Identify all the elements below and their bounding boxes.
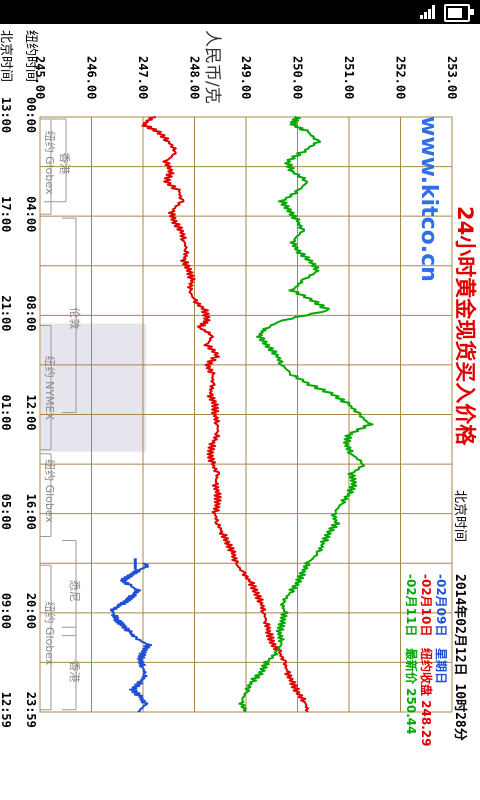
x-tick-label-ny: 08:00 <box>24 295 38 331</box>
header-datetime: 2014年02月12日 10时28分 <box>452 574 468 741</box>
session-label: 纽约 Globex <box>43 131 57 195</box>
y-tick-label: 252.00 <box>394 56 408 99</box>
x-tick-label-bj: 17:00 <box>0 196 13 232</box>
legend-right-label: 最新价 250.44 <box>404 648 419 735</box>
session-label: 悉尼 <box>68 580 81 602</box>
x-tick-label-ny: 20:00 <box>24 593 38 629</box>
y-tick-label: 247.00 <box>136 56 150 99</box>
y-tick-label: 249.00 <box>239 56 253 99</box>
nymex-shade <box>41 323 146 452</box>
session-bracket <box>40 325 52 451</box>
x-tick-label-bj: 01:00 <box>0 395 13 431</box>
status-bar <box>0 0 480 24</box>
x-tick-label-ny: 04:00 <box>24 196 38 232</box>
session-label: 纽约 Globex <box>43 602 57 666</box>
y-tick-label: 251.00 <box>342 56 356 99</box>
battery-full-icon <box>444 4 470 22</box>
y-tick-label: 250.00 <box>291 56 305 99</box>
legend-right-label: 纽约收盘 248.29 <box>419 648 434 747</box>
legend-right-label: 星期日 <box>434 648 449 684</box>
session-bracket <box>62 539 77 637</box>
series-line-0 <box>110 562 153 713</box>
series-line-1 <box>141 116 310 713</box>
legend-label: -02月09日 <box>434 574 448 636</box>
session-label: 纽约 NYMEX <box>43 356 57 421</box>
x-tick-label-bj: 05:00 <box>0 494 13 530</box>
x-axis-label-ny: 纽约时间 <box>23 30 38 82</box>
session-label: 香港 <box>58 152 71 174</box>
series-line-2 <box>238 116 374 713</box>
chart-title: 24小时黄金现货买入价格 <box>453 206 477 446</box>
x-tick-label-ny: 00:00 <box>24 97 38 133</box>
session-bracket <box>40 564 52 711</box>
x-tick-label-ny: 12:00 <box>24 395 38 431</box>
session-label: 纽约 Globex <box>43 459 57 523</box>
x-axis-label-bj: 北京时间 <box>0 30 13 82</box>
x-tick-label-bj: 13:00 <box>0 97 13 133</box>
y-axis-label: 人民币/克 <box>202 30 222 104</box>
y-tick-label: 248.00 <box>188 56 202 99</box>
legend-label: -02月11日 <box>404 574 418 636</box>
signal-icon <box>420 5 436 19</box>
x-tick-label-bj: 12:59 <box>0 692 13 728</box>
watermark: www.kitco.cn <box>416 116 441 282</box>
x-tick-label-bj: 21:00 <box>0 295 13 331</box>
x-tick-label-ny: 16:00 <box>24 494 38 530</box>
legend-label: -02月10日 <box>419 574 433 636</box>
session-label: 伦敦 <box>68 307 82 329</box>
session-bracket <box>40 453 52 537</box>
y-tick-label: 253.00 <box>445 56 459 99</box>
x-tick-label-bj: 09:00 <box>0 593 13 629</box>
y-tick-label: 246.00 <box>85 56 99 99</box>
session-label: 香港 <box>68 660 81 682</box>
y-tick-label: 245.00 <box>33 56 47 99</box>
header-time-label: 北京时间 <box>452 490 467 542</box>
battery-tip <box>470 9 474 15</box>
session-bracket <box>62 626 77 711</box>
x-tick-label-ny: 23:59 <box>24 692 38 728</box>
